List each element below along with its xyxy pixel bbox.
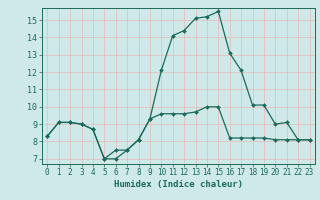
- X-axis label: Humidex (Indice chaleur): Humidex (Indice chaleur): [114, 180, 243, 189]
